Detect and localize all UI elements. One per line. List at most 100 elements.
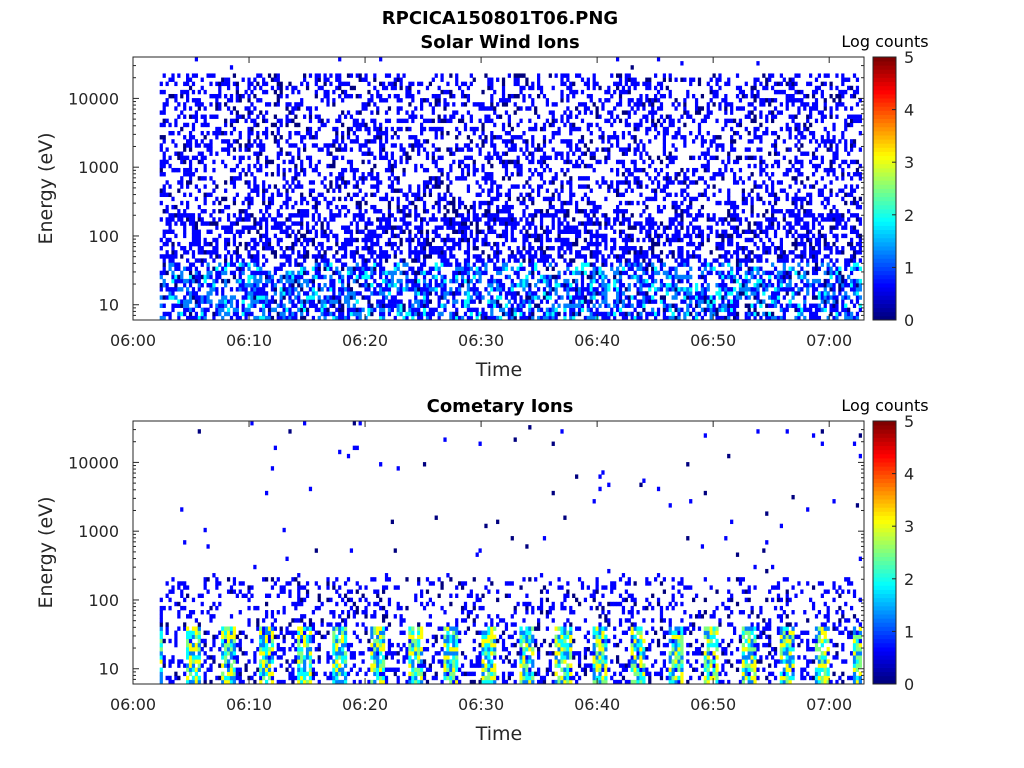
heatmap-cell xyxy=(387,270,392,276)
heatmap-cell xyxy=(165,192,169,198)
heatmap-cell xyxy=(525,278,529,284)
heatmap-cell xyxy=(288,270,292,276)
heatmap-cell xyxy=(370,151,374,156)
heatmap-cell xyxy=(165,283,169,288)
heatmap-cell xyxy=(580,299,585,304)
heatmap-cell xyxy=(493,180,497,185)
heatmap-cell xyxy=(352,217,356,222)
heatmap-cell xyxy=(206,295,210,300)
heatmap-cell xyxy=(197,106,201,111)
heatmap-cell xyxy=(589,287,593,292)
heatmap-cell xyxy=(186,93,190,99)
heatmap-cell xyxy=(487,114,491,119)
heatmap-cell xyxy=(519,299,523,304)
heatmap-cell xyxy=(250,89,254,95)
heatmap-cell xyxy=(379,287,383,292)
heatmap-cell xyxy=(566,139,570,144)
heatmap-cell xyxy=(689,266,693,271)
heatmap-cell xyxy=(446,81,450,87)
heatmap-cell xyxy=(224,237,228,243)
heatmap-cell xyxy=(238,270,242,276)
heatmap-cell xyxy=(510,172,514,177)
heatmap-cell xyxy=(674,130,678,136)
heatmap-cell xyxy=(557,192,561,198)
heatmap-cell xyxy=(373,241,377,247)
heatmap-cell xyxy=(569,110,573,115)
heatmap-cell xyxy=(528,93,532,99)
heatmap-cell xyxy=(420,114,424,119)
heatmap-cell xyxy=(273,217,277,222)
heatmap-cell xyxy=(235,258,239,263)
heatmap-cell xyxy=(259,167,263,173)
heatmap-cell xyxy=(680,217,684,222)
heatmap-cell xyxy=(501,217,506,222)
heatmap-cell xyxy=(320,241,324,247)
heatmap-cell xyxy=(420,81,424,87)
heatmap-cell xyxy=(188,246,193,251)
heatmap-cell xyxy=(229,262,234,267)
heatmap-cell xyxy=(712,176,716,181)
heatmap-cell xyxy=(393,303,397,308)
heatmap-cell xyxy=(554,283,558,288)
heatmap-cell xyxy=(496,217,500,222)
heatmap-cell xyxy=(358,77,362,82)
heatmap-cell xyxy=(367,159,371,165)
heatmap-cell xyxy=(639,98,643,103)
heatmap-cell xyxy=(475,167,479,173)
heatmap-cell xyxy=(490,176,494,181)
heatmap-cell xyxy=(572,163,576,169)
heatmap-cell xyxy=(513,77,517,82)
heatmap-cell xyxy=(516,163,520,169)
heatmap-cell xyxy=(627,287,631,292)
heatmap-cell xyxy=(259,291,263,296)
heatmap-cell xyxy=(288,130,292,136)
heatmap-cell xyxy=(326,98,330,103)
heatmap-cell xyxy=(610,307,614,313)
heatmap-cell xyxy=(466,172,471,177)
heatmap-cell xyxy=(715,283,719,288)
heatmap-cell xyxy=(308,278,313,284)
heatmap-cell xyxy=(469,266,473,271)
heatmap-cell xyxy=(212,159,216,165)
heatmap-cell xyxy=(700,295,705,300)
heatmap-cell xyxy=(680,61,684,66)
heatmap-cell xyxy=(589,262,593,267)
heatmap-cell xyxy=(496,270,500,276)
heatmap-cell xyxy=(507,254,511,259)
heatmap-cell xyxy=(621,172,626,177)
heatmap-cell xyxy=(487,225,491,230)
heatmap-cell xyxy=(259,163,263,169)
heatmap-cell xyxy=(592,311,596,317)
heatmap-cell xyxy=(592,155,596,161)
heatmap-cell xyxy=(496,254,500,259)
heatmap-cell xyxy=(586,283,590,288)
heatmap-cell xyxy=(376,110,380,115)
heatmap-cell xyxy=(545,315,549,321)
heatmap-cell xyxy=(408,102,412,107)
heatmap-cell xyxy=(642,102,646,107)
heatmap-cell xyxy=(174,303,178,308)
heatmap-cell xyxy=(314,246,318,251)
heatmap-cell xyxy=(197,233,201,239)
heatmap-cell xyxy=(498,283,503,288)
heatmap-cell xyxy=(586,287,590,292)
heatmap-cell xyxy=(651,254,655,259)
heatmap-cell xyxy=(247,196,251,202)
heatmap-cell xyxy=(338,118,342,124)
heatmap-cell xyxy=(686,250,690,255)
heatmap-cell xyxy=(604,295,608,300)
heatmap-cell xyxy=(186,250,190,255)
heatmap-cell xyxy=(367,307,371,313)
heatmap-cell xyxy=(443,250,447,255)
heatmap-cell xyxy=(422,250,427,255)
heatmap-cell xyxy=(651,217,655,222)
heatmap-cell xyxy=(542,93,547,99)
heatmap-cell xyxy=(496,299,500,304)
heatmap-cell xyxy=(396,106,400,111)
heatmap-cell xyxy=(282,315,286,321)
heatmap-cell xyxy=(197,299,201,304)
heatmap-cell xyxy=(346,93,351,99)
heatmap-cell xyxy=(490,172,494,177)
heatmap-cell xyxy=(651,196,655,202)
heatmap-cell xyxy=(186,200,190,206)
